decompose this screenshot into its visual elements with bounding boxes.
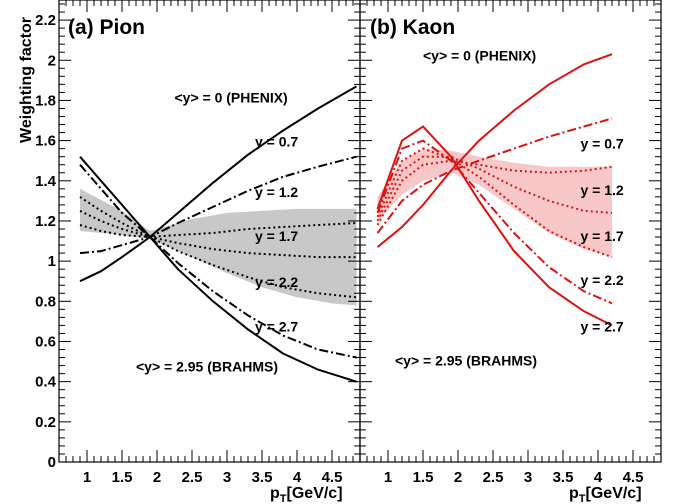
panel-pion-ticks: 1 1.5 2 2.5 3 3.5 4 4.5 0 0.2 0.4 0.6 0.8 1 1.2 1.4 1.6 1… xyxy=(35,0,361,486)
panel-kaon: 1 1.5 2 2.5 3 3.5 4 4.5 (b) Kaon <y> = 0 (PHENI… xyxy=(359,0,662,486)
panel-pion-y-tick-label: 0 xyxy=(48,454,56,471)
panel-kaon-uncertainty-band xyxy=(377,148,612,258)
panel-kaon-annotation: y = 1.2 xyxy=(581,182,624,198)
panel-pion-y-tick-label: 0.2 xyxy=(35,414,56,431)
panel-pion-curve-3 xyxy=(79,209,357,259)
panel-kaon-annotation: <y> = 0 (PHENIX) xyxy=(423,47,536,63)
panel-pion-x-tick-label: 1 xyxy=(83,469,91,486)
panel-kaon-curve-6 xyxy=(376,125,613,327)
panel-pion-x-tick-label: 2.5 xyxy=(182,469,203,486)
panel-kaon-annotation: y = 2.2 xyxy=(581,272,624,288)
panel-pion-label: (a) Pion xyxy=(68,16,145,39)
panel-kaon-label: (b) Kaon xyxy=(370,16,455,39)
panel-kaon-curve-1 xyxy=(376,117,613,234)
panel-pion-curve-1 xyxy=(79,155,357,255)
panel-kaon-annotations: <y> = 0 (PHENIX) y = 0.7 y = 1.2 y = 1.7 y =… xyxy=(395,47,624,368)
y-axis-title: Weighting factor xyxy=(18,17,35,143)
panel-pion-annotation: y = 1.2 xyxy=(255,184,298,200)
panel-kaon-ticks: 1 1.5 2 2.5 3 3.5 4 4.5 xyxy=(359,0,662,486)
panel-pion-x-tick-label: 3.5 xyxy=(252,469,273,486)
panel-pion-x-tick-label: 4.5 xyxy=(322,469,343,486)
panel-kaon-x-tick-label: 4.5 xyxy=(623,469,644,486)
panel-pion-annotation: y = 1.7 xyxy=(255,228,298,244)
panel-pion-y-tick-label: 1.6 xyxy=(35,133,56,150)
panel-kaon-curve-5 xyxy=(376,139,613,305)
panel-kaon-x-tick-label: 2.5 xyxy=(483,469,504,486)
panel-kaon-curve-3 xyxy=(376,155,613,222)
panel-kaon-annotation: y = 2.7 xyxy=(581,318,624,334)
panel-pion-curve-0 xyxy=(79,85,357,283)
panel-pion-y-tick-label: 0.6 xyxy=(35,333,56,350)
panel-pion-y-tick-label: 2 xyxy=(48,52,56,69)
panel-kaon-x-tick-label: 1.5 xyxy=(413,469,434,486)
panel-pion-curve-6 xyxy=(79,156,357,383)
panel-pion-x-tick-label: 2 xyxy=(153,469,161,486)
panel-pion-uncertainty-band xyxy=(80,188,357,306)
panel-kaon-annotation: y = 1.7 xyxy=(581,228,624,244)
panel-kaon-x-tick-label: 2 xyxy=(454,469,462,486)
panel-pion-annotation: <y> = 0 (PHENIX) xyxy=(175,89,288,105)
panel-kaon-x-tick-label: 3 xyxy=(524,469,532,486)
x-axis-title-pion: pT[GeV/c] xyxy=(270,485,343,504)
panel-kaon-annotation: <y> = 2.95 (BRAHMS) xyxy=(395,353,537,369)
panel-pion-annotation: y = 2.2 xyxy=(255,274,298,290)
panel-kaon-frame xyxy=(359,0,662,463)
panel-pion-y-tick-label: 0.8 xyxy=(35,293,56,310)
panel-pion-annotations: <y> = 0 (PHENIX) y = 0.7 y = 1.2 y = 1.7 y =… xyxy=(136,89,298,374)
panel-kaon-annotation: y = 0.7 xyxy=(581,136,624,152)
panel-pion-x-tick-label: 1.5 xyxy=(112,469,133,486)
panel-kaon-series-layer xyxy=(376,53,613,327)
panel-pion: 1 1.5 2 2.5 3 3.5 4 4.5 0 0.2 0.4 0.6 0.8 1 1.2 1.4 1.6 1… xyxy=(35,0,361,486)
panel-pion-y-tick-label: 1.4 xyxy=(35,173,57,190)
panel-kaon-x-tick-label: 3.5 xyxy=(553,469,574,486)
panel-pion-series-layer xyxy=(79,85,357,383)
panel-pion-y-tick-label: 1.8 xyxy=(35,92,56,109)
panel-kaon-x-tick-label: 4 xyxy=(594,469,603,486)
panel-pion-x-tick-label: 4 xyxy=(293,469,302,486)
panel-pion-curve-4 xyxy=(79,196,357,299)
panel-kaon-curve-0 xyxy=(376,53,613,248)
panel-kaon-band-layer xyxy=(377,148,612,258)
panel-pion-y-tick-label: 0.4 xyxy=(35,374,57,391)
panel-pion-annotation: y = 2.7 xyxy=(255,318,298,334)
panel-pion-y-tick-label: 1.2 xyxy=(35,213,56,230)
panel-pion-curve-2 xyxy=(79,222,357,239)
panel-pion-band-layer xyxy=(80,188,357,306)
panel-pion-y-tick-label: 2.2 xyxy=(35,12,56,29)
panel-pion-x-tick-label: 3 xyxy=(223,469,231,486)
panel-pion-annotation: y = 0.7 xyxy=(255,134,298,150)
panel-pion-annotation: <y> = 2.95 (BRAHMS) xyxy=(136,359,278,375)
x-axis-title-kaon: pT[GeV/c] xyxy=(569,485,642,504)
panel-kaon-x-tick-label: 1 xyxy=(384,469,392,486)
panel-pion-y-tick-label: 1 xyxy=(48,253,56,270)
panel-pion-curve-5 xyxy=(79,164,357,359)
